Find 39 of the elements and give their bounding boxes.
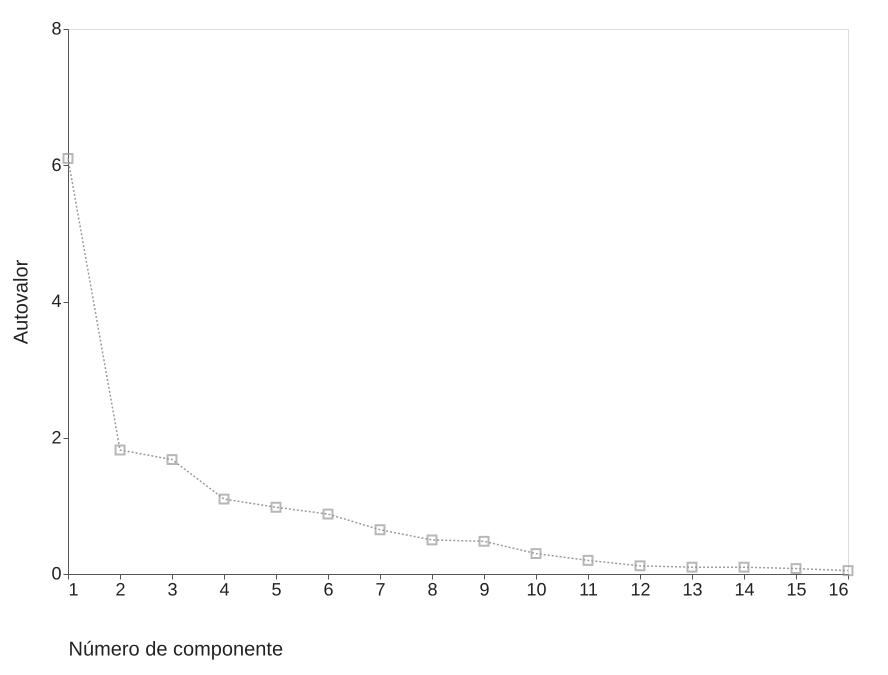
point [114, 444, 126, 456]
point [218, 494, 230, 505]
x-tick-label: 6 [323, 580, 334, 600]
x-tick-label: 8 [427, 580, 438, 600]
point [582, 554, 594, 566]
point [842, 565, 854, 576]
point [530, 548, 542, 560]
x-tick-label: 14 [734, 580, 755, 600]
x-tick-label: 3 [167, 580, 178, 600]
x-tick-label: 1 [68, 580, 79, 600]
point [790, 563, 802, 574]
y-tick-label: 0 [51, 564, 62, 584]
x-tick-label: 13 [682, 580, 703, 600]
point [478, 536, 490, 547]
point [634, 560, 646, 572]
x-tick-label: 4 [219, 580, 230, 600]
y-tick-label: 2 [51, 427, 62, 448]
point [738, 562, 750, 573]
y-tick-label: 8 [51, 18, 62, 38]
x-tick-label: 9 [479, 580, 490, 600]
point [166, 454, 178, 466]
x-tick-label: 15 [786, 580, 807, 600]
x-tick-label: 11 [579, 580, 598, 600]
x-tick-label: 2 [115, 580, 126, 600]
point [322, 508, 334, 520]
x-tick-label: 12 [630, 580, 651, 600]
x-tick-label: 7 [375, 580, 386, 600]
y-tick-label: 6 [51, 154, 62, 175]
point [270, 502, 282, 513]
x-tick-label: 16 [828, 580, 848, 600]
x-axis-title: Número de componente [68, 638, 284, 660]
point [62, 152, 74, 164]
point [426, 534, 438, 546]
y-tick-label: 4 [51, 291, 62, 311]
y-axis-title: Autovalor [10, 259, 32, 344]
point [686, 562, 698, 573]
x-tick-label: 5 [271, 580, 282, 600]
point [374, 524, 386, 536]
x-tick-label: 10 [526, 580, 547, 600]
